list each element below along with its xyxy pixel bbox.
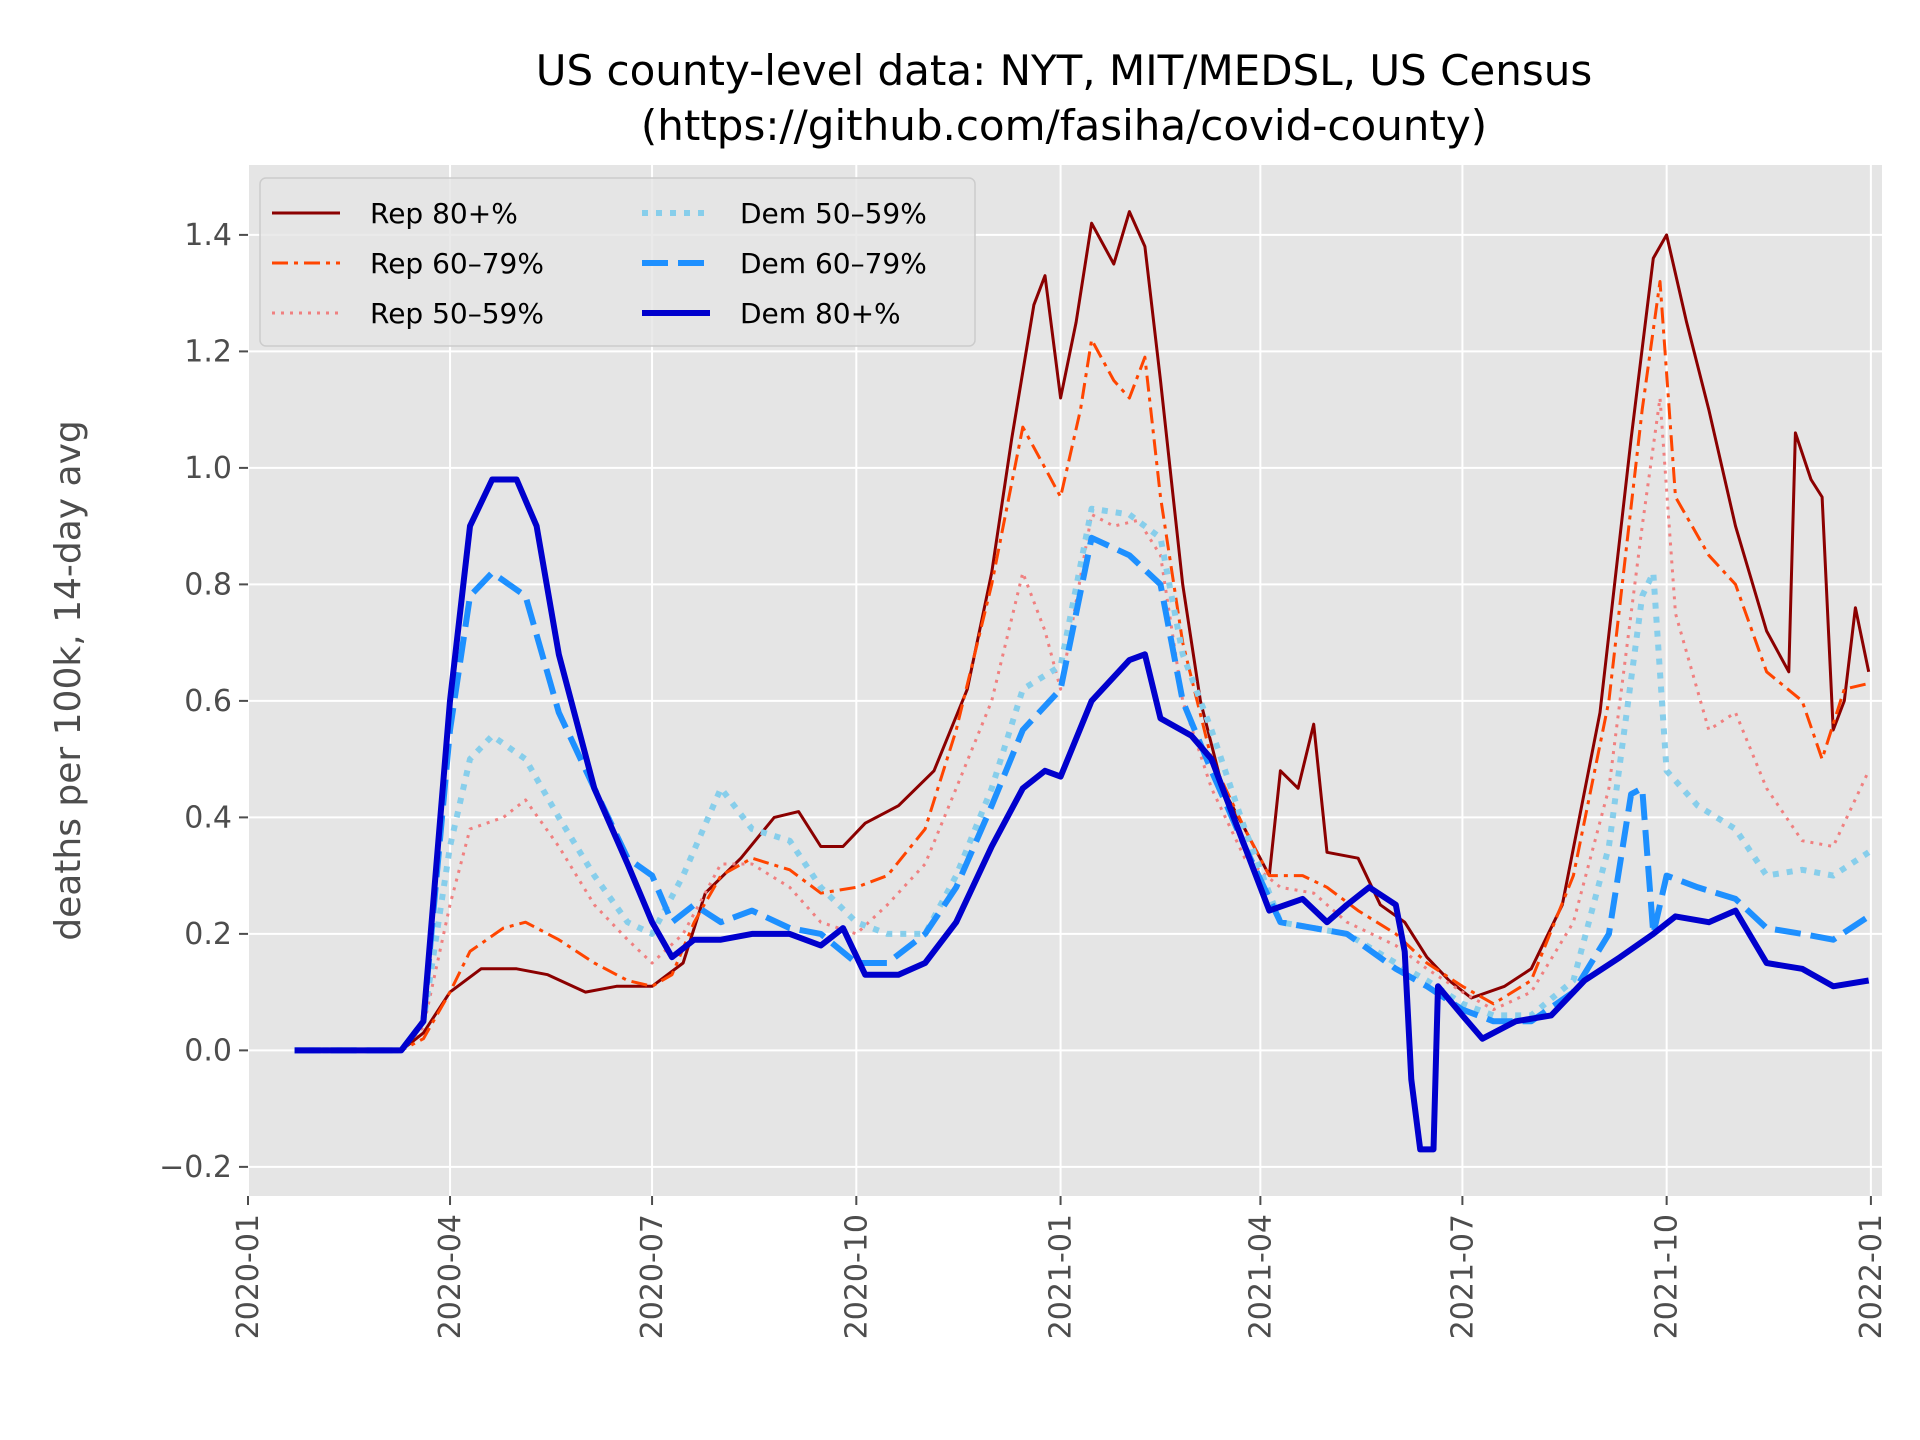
y-tick-label: 0.2 — [184, 917, 232, 952]
legend-box — [259, 177, 976, 347]
x-tick-label: 2022-01 — [1854, 1214, 1889, 1339]
y-tick-label: 0.8 — [184, 567, 232, 602]
x-tick-label: 2020-10 — [839, 1214, 874, 1339]
x-tick-label: 2021-01 — [1044, 1214, 1079, 1339]
y-tick-label: 0.6 — [184, 684, 232, 719]
y-tick-label: 1.2 — [184, 334, 232, 369]
y-axis-label: deaths per 100k, 14-day avg — [48, 420, 89, 941]
y-tick-label: 1.0 — [184, 451, 232, 486]
legend-label-3: Dem 50–59% — [740, 197, 927, 230]
legend: Rep 80+% Rep 60–79% Rep 50–59% Dem 50–59% De… — [259, 177, 976, 347]
series-line-0 — [294, 210, 1871, 1052]
x-tick-label: 2021-04 — [1243, 1214, 1278, 1339]
x-tick-label: 2021-10 — [1650, 1214, 1685, 1339]
y-tick-label: 1.4 — [184, 218, 232, 253]
x-tick-label: 2020-07 — [635, 1214, 670, 1339]
legend-label-0: Rep 80+% — [370, 197, 518, 230]
legend-label-2: Rep 50–59% — [370, 297, 544, 330]
y-tick-label: 0.0 — [184, 1033, 232, 1068]
gridlines — [247, 165, 1882, 1196]
y-tick-label: −0.2 — [159, 1150, 232, 1185]
y-tick-label: 0.4 — [184, 800, 232, 835]
legend-label-1: Rep 60–79% — [370, 247, 544, 280]
x-tick-label: 2021-07 — [1445, 1214, 1480, 1339]
series-line-5 — [294, 476, 1870, 1153]
series-line-3 — [294, 505, 1871, 1054]
x-tick-label: 2020-01 — [231, 1214, 266, 1339]
chart-subtitle: (https://github.com/fasiha/covid-county) — [641, 101, 1487, 150]
series-lines — [294, 210, 1871, 1153]
chart-title: US county-level data: NYT, MIT/MEDSL, US… — [536, 46, 1593, 95]
legend-label-5: Dem 80+% — [740, 297, 901, 330]
series-line-1 — [294, 280, 1870, 1052]
series-line-2 — [294, 396, 1871, 1052]
axis-ticks: −0.2 0.0 0.2 0.4 0.6 0.8 1.0 1.2 1.4 2020-01 2020-… — [159, 218, 1889, 1339]
x-tick-label: 2020-04 — [433, 1214, 468, 1339]
legend-label-4: Dem 60–79% — [740, 247, 927, 280]
